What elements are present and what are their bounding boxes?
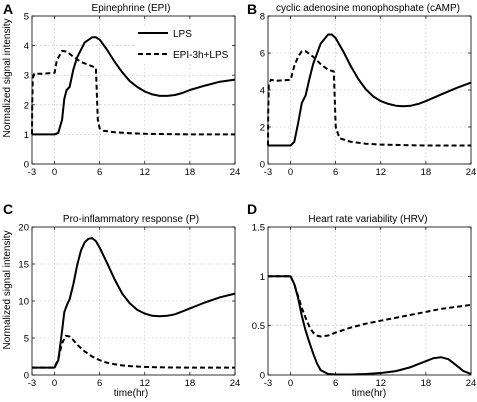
x-tick-label: 12 [139, 167, 150, 178]
x-tick-label: 6 [97, 378, 102, 389]
legend-label-epi: EPI-3h+LPS [173, 50, 229, 61]
x-tick-label: -3 [264, 167, 272, 178]
x-tick-label: 12 [139, 378, 150, 389]
x-tick-label: 24 [466, 378, 477, 389]
x-tick-label: 18 [185, 378, 196, 389]
plot-frame [31, 15, 236, 165]
y-tick-label: 0 [24, 160, 29, 171]
y-axis-label-top: Normalized signal intensity [2, 19, 13, 138]
x-tick-label: 18 [185, 167, 196, 178]
panel-label-a: A [3, 1, 13, 17]
y-tick-label: 3 [24, 71, 29, 82]
x-tick-label: 6 [97, 167, 102, 178]
y-tick-label: 4 [24, 41, 29, 52]
x-tick-label: 6 [333, 167, 338, 178]
x-tick-label: 24 [230, 378, 241, 389]
y-tick-label: 8 [260, 12, 265, 23]
x-tick-label: 12 [375, 167, 386, 178]
x-tick-label: -3 [264, 378, 272, 389]
y-tick-label: 6 [260, 49, 265, 60]
y-tick-label: 4 [260, 86, 265, 97]
y-tick-label: 2 [260, 123, 265, 134]
series-line-epi-3h-lps [31, 49, 235, 136]
x-tick-label: 24 [466, 167, 477, 178]
y-axis-label-bottom: Normalized signal intensity [2, 231, 13, 350]
panel-title-b: cyclic adenosine monophosphate (cAMP) [276, 3, 460, 14]
x-tick-label: -3 [28, 378, 36, 389]
y-tick-label: 0 [260, 371, 265, 382]
series-line-epi-3h-lps [268, 275, 472, 338]
panel-label-b: B [247, 1, 257, 17]
y-tick-label: 0.5 [252, 321, 265, 332]
y-tick-label: 5 [24, 12, 29, 23]
y-tick-label: 1 [24, 130, 29, 141]
panel-label-d: D [247, 201, 257, 217]
panel-title-d: Heart rate variability (HRV) [308, 214, 427, 225]
y-tick-label: 20 [18, 223, 29, 234]
panel-label-c: C [3, 201, 13, 217]
y-tick-label: 2 [24, 100, 29, 111]
x-axis-label-c: time(hr) [114, 388, 148, 399]
x-axis-label-d: time(hr) [352, 388, 386, 399]
x-tick-label: 0 [52, 378, 57, 389]
y-tick-label: 1 [260, 272, 265, 283]
x-tick-label: 24 [230, 167, 241, 178]
legend-box [134, 25, 230, 62]
series-line-lps [32, 36, 236, 136]
series-line-epi-3h-lps [267, 50, 471, 147]
series-line-lps [268, 33, 472, 147]
y-tick-label: 10 [18, 297, 29, 308]
legend: LPS EPI-3h+LPS [134, 25, 230, 62]
x-tick-label: 6 [333, 378, 338, 389]
panel-title-c: Pro-inflammatory response (P) [63, 214, 199, 225]
x-tick-label: 18 [421, 378, 432, 389]
x-tick-label: 0 [288, 167, 293, 178]
series-line-lps [268, 275, 472, 376]
panel-title-a: Epinephrine (EPI) [92, 3, 171, 14]
y-tick-label: 15 [18, 260, 29, 271]
legend-label-lps: LPS [173, 29, 192, 40]
x-tick-label: 18 [421, 167, 432, 178]
x-tick-label: 12 [375, 378, 386, 389]
y-tick-label: 5 [24, 334, 29, 345]
y-tick-label: 1.5 [252, 223, 265, 234]
plot-frame [267, 226, 472, 376]
y-tick-label: 0 [260, 160, 265, 171]
series-line-lps [32, 237, 236, 369]
series-line-epi-3h-lps [32, 334, 235, 369]
x-tick-label: 0 [288, 378, 293, 389]
x-tick-label: 0 [52, 167, 57, 178]
y-tick-label: 0 [24, 371, 29, 382]
x-tick-label: -3 [28, 167, 36, 178]
